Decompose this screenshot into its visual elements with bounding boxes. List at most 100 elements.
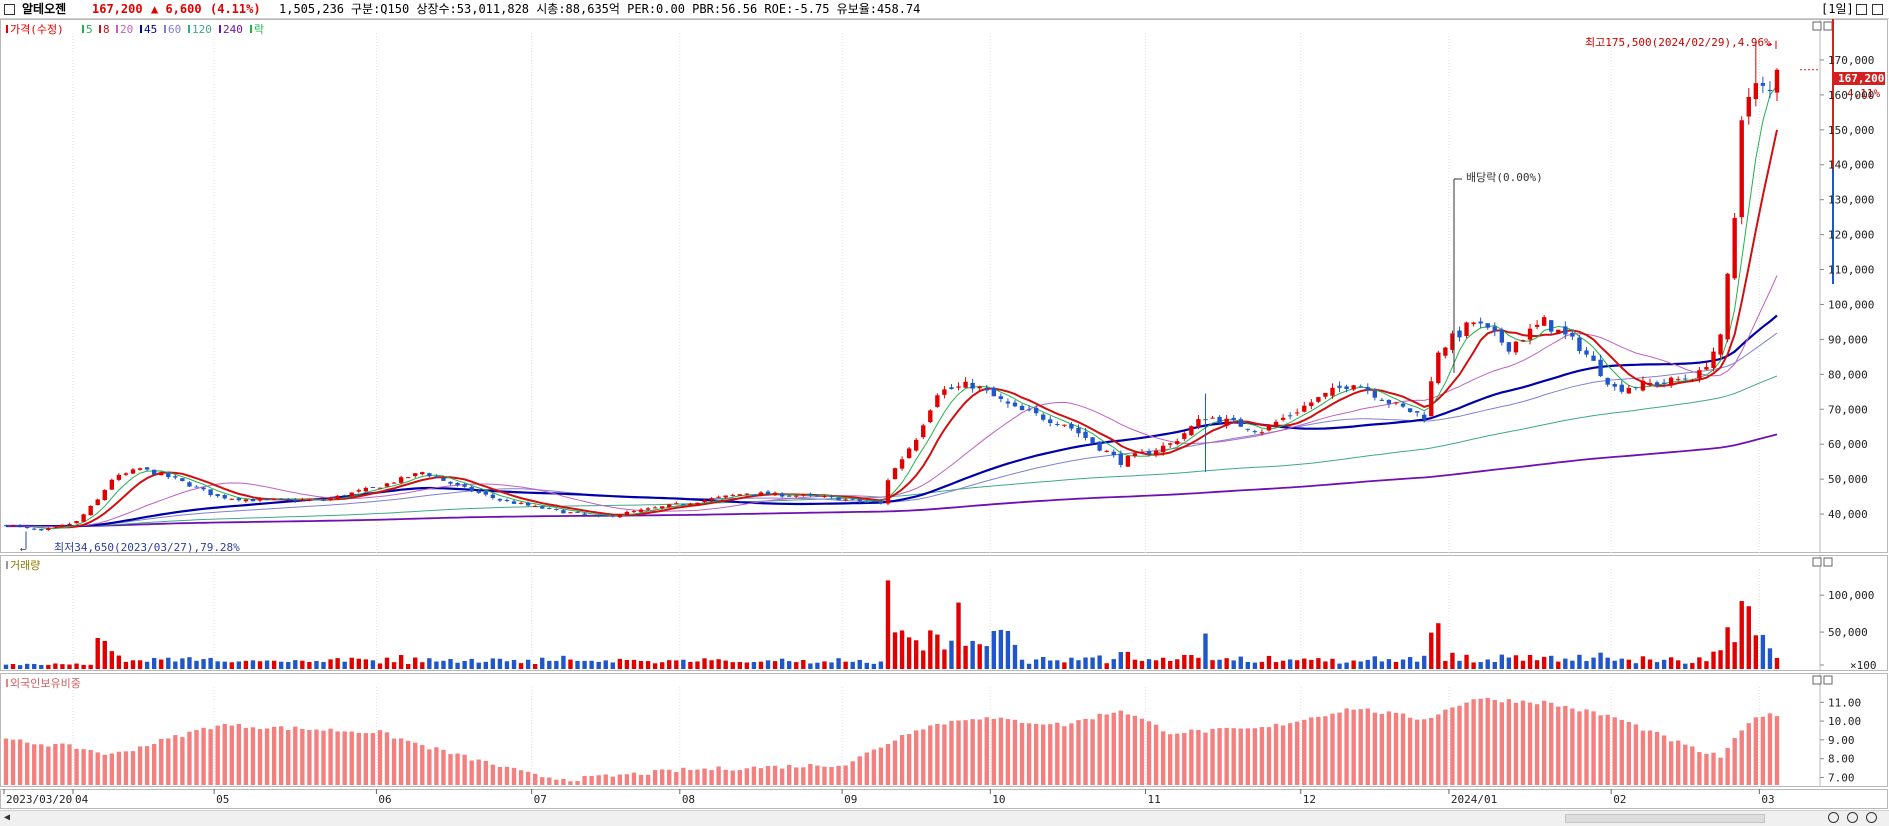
candle-body [363,487,369,492]
foreign-bar [95,752,100,785]
candle-body [1069,424,1074,429]
foreign-bar [441,749,446,785]
volume-panel[interactable]: 거래량 [3,559,1780,669]
foreign-bar [1436,714,1441,785]
horizontal-scrollbar[interactable]: ◀ ▶ [0,810,1889,826]
foreign-bar [1019,722,1025,785]
candle-body [504,500,510,502]
candle-body [1302,405,1307,412]
volume-bar [1351,660,1356,669]
candle-body [1725,273,1730,340]
maximize-icon[interactable] [1856,4,1867,15]
foreign-bar [469,760,474,785]
legend-label-2: 8 [103,23,110,36]
candle-body [688,503,693,505]
candle-body [582,513,587,515]
volume-bar [300,660,305,669]
foreign-bar [159,738,164,785]
volume-bar [561,655,566,669]
volume-bar [293,660,298,669]
volume-bar [1506,657,1512,669]
volume-bar [1697,657,1702,669]
foreign-bar [1464,702,1469,785]
stock-chart[interactable]: 가격(수정) 5 8 20 45 60 120 240 락 거래량 외국인보유비중 170,00… [0,19,1889,810]
foreign-bar [1337,712,1342,785]
volume-bar [1753,635,1759,669]
candle-body [610,515,615,517]
candle-body [638,509,644,512]
foreign-bar [271,726,277,785]
foreign-bar [201,727,206,785]
candle-body [1097,441,1102,451]
foreign-bar [624,774,630,785]
volume-bar [652,663,658,669]
volume-bar [794,662,799,669]
foreign-bar [413,742,418,785]
foreign-bar [603,774,608,785]
candle-body [547,507,552,509]
foreign-bar [1640,730,1646,785]
volume-bar [405,663,411,669]
candle-body [730,494,735,496]
foreign-bar [1033,723,1039,785]
volume-bar [737,661,742,669]
x-tick-label: 02 [1613,793,1626,806]
volume-bar [1132,659,1138,669]
price-tick-label: 70,000 [1828,403,1868,416]
candle-body [1062,424,1067,426]
foreign-bar [151,744,157,785]
candle-body [173,476,178,478]
close-icon[interactable] [1872,4,1883,15]
volume-bar [998,629,1004,669]
foreign-bar [1711,752,1716,785]
volume-bar [751,662,757,669]
foreign-bar [1379,713,1385,785]
volume-bar [1033,659,1039,669]
price-tick-label: 130,000 [1828,194,1874,207]
zoom-out-icon[interactable] [1847,812,1858,823]
candle-body [758,492,764,496]
candle-body [1295,412,1300,414]
foreign-bar [723,769,728,785]
foreign-bar [194,730,199,785]
foreign-bar [589,775,594,785]
zoom-reset-icon[interactable] [1866,812,1877,823]
candle-body [1259,432,1265,434]
foreign-legend-swatch [6,679,8,687]
panel-close-icon [1823,21,1833,31]
volume-bar [1541,656,1547,669]
foreign-bar [39,744,44,785]
volume-bar [137,660,143,669]
legend-swatch [219,25,221,33]
candle-body [187,482,192,487]
volume-bar [1055,660,1060,669]
foreign-ownership-panel[interactable]: 외국인보유비중 [3,677,1780,785]
foreign-bar [991,718,996,785]
foreign-bar [1062,726,1067,785]
volume-bar [1668,657,1674,669]
title-bar: 알테오젠 167,200 ▲ 6,600 (4.11%) 1,505,236 구… [0,0,1889,19]
volume-bar [243,660,249,669]
x-tick-label: 05 [216,793,229,806]
candle-body [391,482,397,484]
candle-body [1146,451,1152,455]
foreign-bar [1146,721,1152,785]
zoom-in-icon[interactable] [1828,812,1839,823]
window-menu-icon[interactable] [4,4,15,15]
foreign-tick-label: 10.00 [1828,715,1861,728]
foreign-bar [942,724,947,785]
price-tag-bg [1834,72,1885,85]
period-label[interactable]: [1일] [1821,2,1854,16]
scroll-left-icon[interactable]: ◀ [4,812,11,823]
foreign-bar [836,765,841,785]
price-panel[interactable]: 가격(수정) 5 8 20 45 60 120 240 락 [3,19,1834,549]
candle-body [554,508,559,510]
foreign-bar [1443,709,1448,785]
scroll-thumb[interactable] [1565,814,1765,823]
volume-bar [695,661,700,669]
volume-bar [434,661,439,669]
foreign-bar [561,778,566,785]
legend-label-5: 60 [168,23,181,36]
foreign-bar [1478,698,1483,785]
foreign-bar [525,771,531,785]
